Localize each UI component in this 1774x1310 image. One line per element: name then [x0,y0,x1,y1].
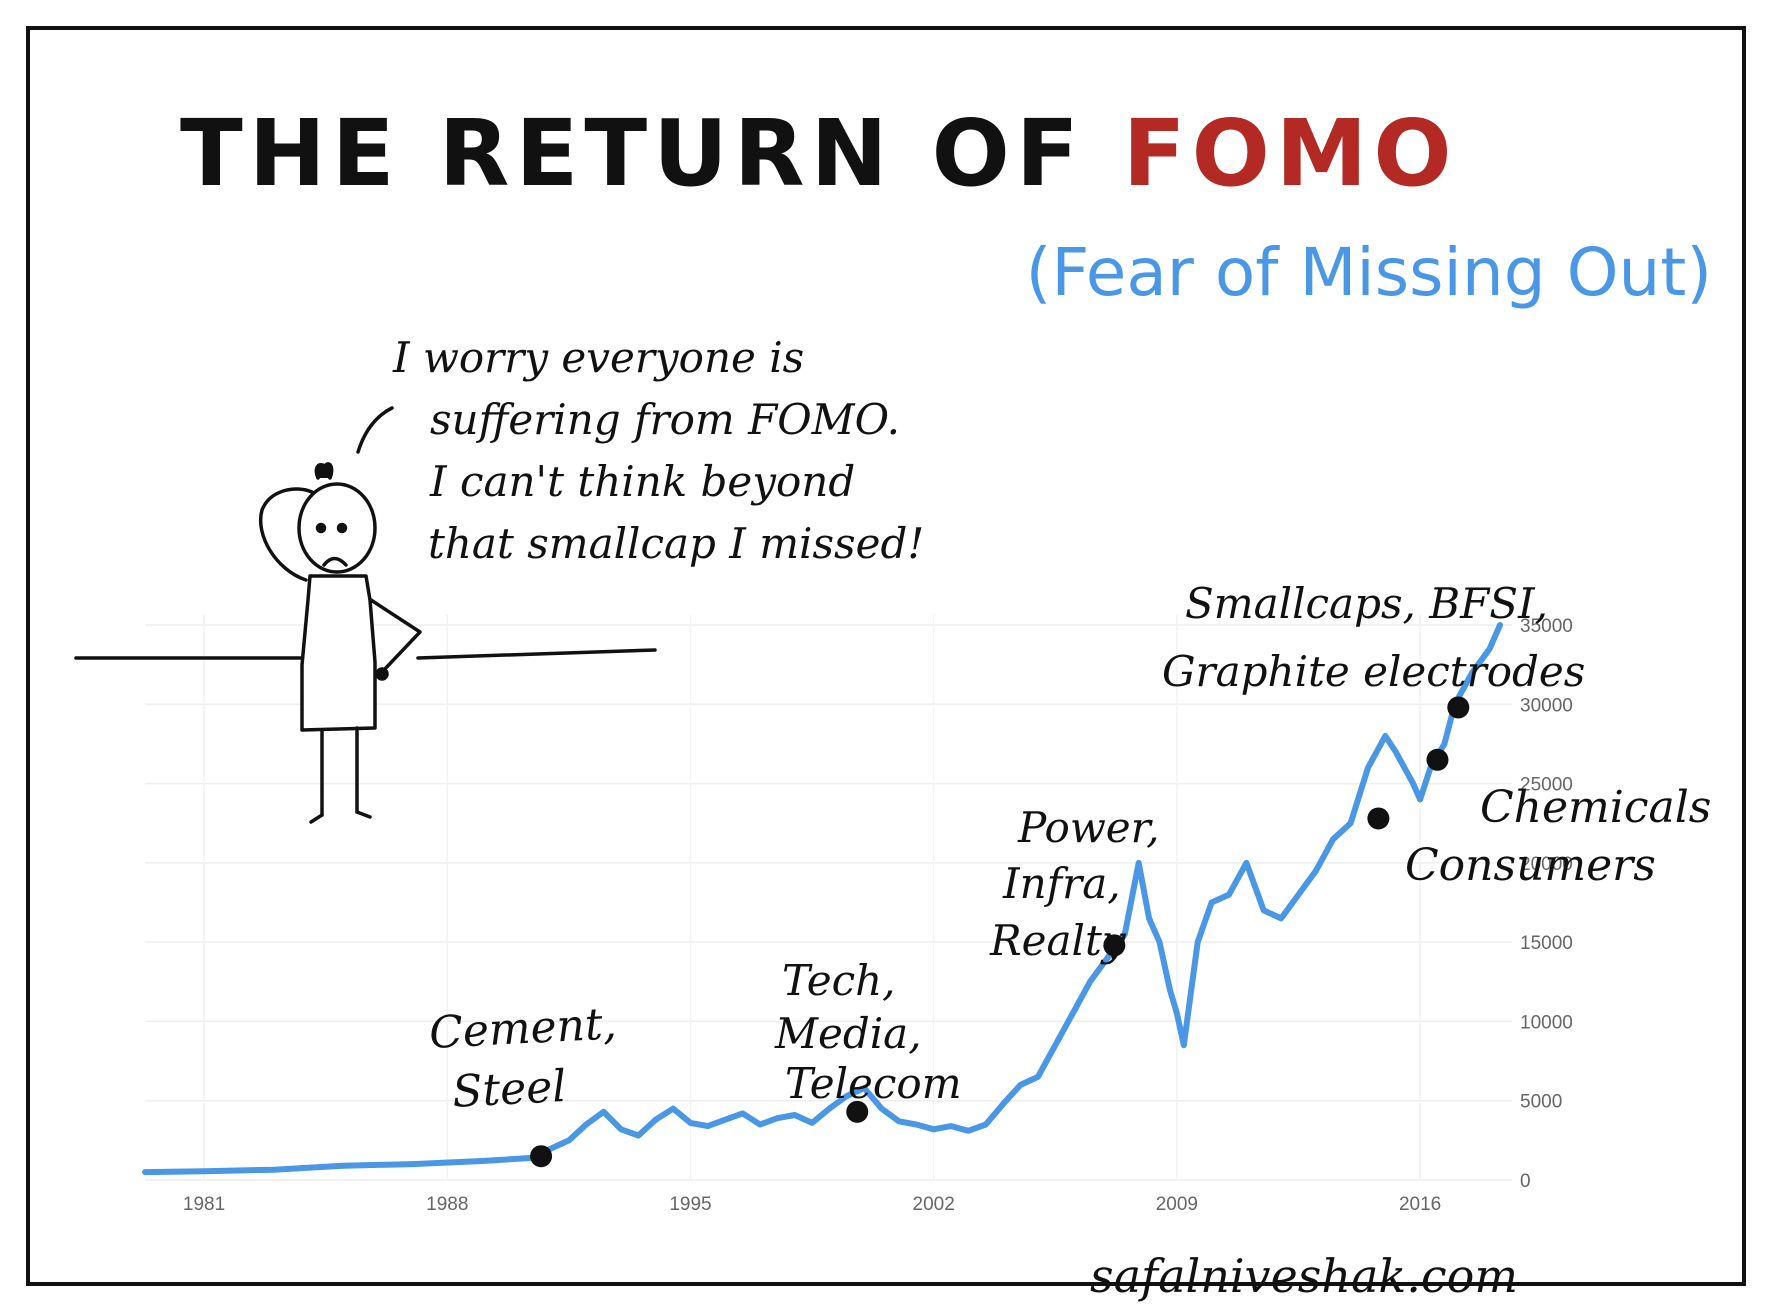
y-tick-label: 30000 [1520,695,1573,716]
annotation-dot [530,1145,553,1168]
annotation-cement: Cement, Steel [428,998,635,1119]
subtitle: (Fear of Missing Out) [1026,234,1712,311]
annotation-cement-line1: Cement, [428,998,618,1059]
annotation-tech: Tech, Media, Telecom [774,956,962,1108]
annotation-power-line2: Infra, [1002,859,1121,908]
annotation-dot [846,1100,869,1123]
annotation-smallcaps-line1: Smallcaps, BFSI, [1185,579,1548,628]
speech-bubble: I worry everyone is suffering from FOMO.… [392,333,924,568]
annotation-dot [1426,748,1449,771]
x-tick-label: 1981 [183,1194,225,1215]
y-tick-label: 20000 [1520,854,1573,875]
annotation-cement-line2: Steel [451,1061,567,1118]
x-tick-label: 2002 [913,1194,955,1215]
annotation-power: Power, Infra, Realty [989,803,1173,965]
speech-line-4: that smallcap I missed! [428,519,924,568]
annotation-dot [1367,807,1390,830]
index-line [142,622,1503,1176]
y-tick-label: 5000 [1520,1092,1562,1113]
annotation-tech-line1: Tech, [782,956,896,1005]
title: THE RETURN OF FOMO [180,100,1458,207]
frame-border [26,26,1746,1286]
title-highlight: FOMO [1123,100,1458,207]
speech-line-3: I can't think beyond [429,457,855,506]
x-tick-labels: 1981 1988 1995 2002 2009 2016 [183,1194,1441,1215]
x-tick-label: 2016 [1399,1194,1441,1215]
annotation-dot [1103,934,1126,957]
annotation-tech-line2: Media, [774,1009,922,1058]
annotation-smallcaps-line2: Graphite electrodes [1162,647,1585,696]
annotation-dot [1447,696,1470,719]
worried-investor [74,406,657,824]
y-tick-label: 15000 [1520,933,1573,954]
annotation-smallcaps: Smallcaps, BFSI, Graphite electrodes [1162,579,1585,696]
annotation-tech-line3: Telecom [785,1059,962,1108]
annotation-labels: Cement, Steel Tech, Media, Telecom Power… [428,579,1711,1119]
speech-line-2: suffering from FOMO. [430,395,900,444]
x-tick-label: 2009 [1156,1194,1198,1215]
annotation-power-line1: Power, [1017,803,1159,852]
x-tick-label: 1995 [669,1194,711,1215]
y-tick-label: 25000 [1520,775,1573,796]
y-tick-label: 0 [1520,1171,1531,1192]
y-tick-label: 10000 [1520,1012,1573,1033]
annotation-chemicals: Chemicals [1480,782,1711,833]
y-tick-label: 35000 [1520,616,1573,637]
chart-grid [145,615,1512,1181]
credit: safalniveshak.com [1090,1249,1518,1303]
annotation-consumers: Consumers [1405,840,1656,891]
x-tick-label: 1988 [426,1194,468,1215]
annotation-power-line3: Realty [989,916,1127,965]
y-tick-labels: 0 5000 10000 15000 20000 25000 30000 35000 [1520,616,1573,1192]
speech-line-1: I worry everyone is [392,333,804,382]
annotation-dots [530,696,1470,1168]
title-prefix: THE RETURN OF [180,100,1123,207]
